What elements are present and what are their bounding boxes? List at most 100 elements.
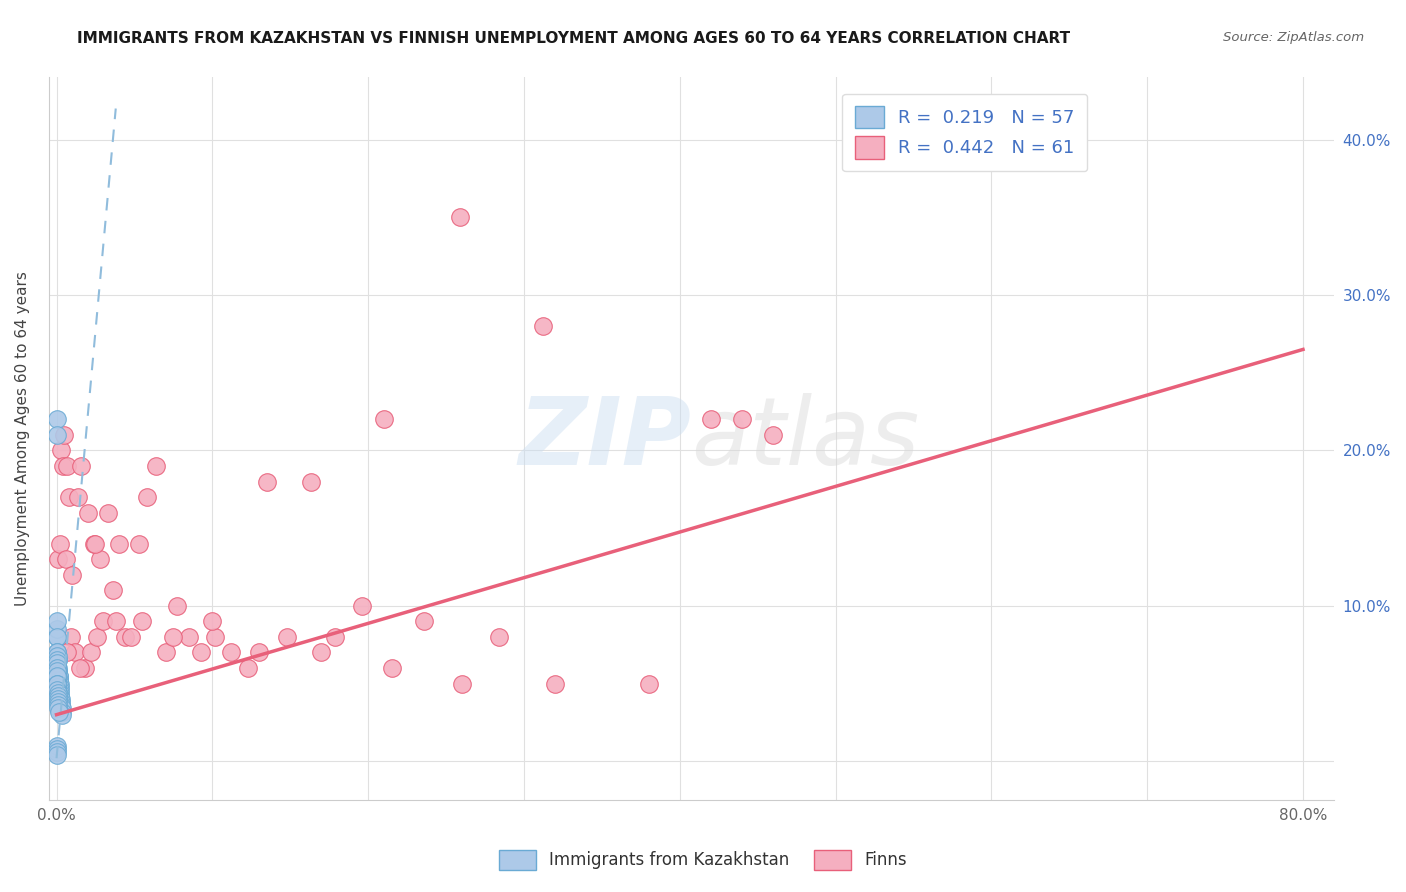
Point xyxy=(46,653,69,667)
Point xyxy=(48,676,70,690)
Point xyxy=(762,428,785,442)
Point xyxy=(69,661,91,675)
Point xyxy=(51,698,73,713)
Point xyxy=(48,676,70,690)
Point xyxy=(70,458,93,473)
Point xyxy=(73,661,96,675)
Point xyxy=(49,692,72,706)
Point xyxy=(45,412,67,426)
Point xyxy=(67,490,90,504)
Point xyxy=(83,537,105,551)
Point xyxy=(46,630,69,644)
Point xyxy=(177,630,200,644)
Point xyxy=(731,412,754,426)
Point xyxy=(219,645,242,659)
Point xyxy=(45,669,67,683)
Point xyxy=(46,676,69,690)
Point xyxy=(51,443,73,458)
Point xyxy=(46,664,69,678)
Point xyxy=(449,211,471,225)
Point xyxy=(48,664,70,678)
Point xyxy=(46,698,69,713)
Point xyxy=(155,645,177,659)
Text: atlas: atlas xyxy=(692,393,920,484)
Point xyxy=(59,630,82,644)
Point xyxy=(46,669,69,683)
Point xyxy=(299,475,322,489)
Point xyxy=(89,552,111,566)
Point xyxy=(48,673,70,688)
Point xyxy=(190,645,212,659)
Point xyxy=(49,689,72,703)
Point xyxy=(45,673,67,688)
Point xyxy=(46,661,69,675)
Point xyxy=(46,745,69,759)
Point xyxy=(46,645,69,659)
Point xyxy=(247,645,270,659)
Point xyxy=(55,552,77,566)
Point xyxy=(48,680,70,694)
Point xyxy=(373,412,395,426)
Point xyxy=(48,705,70,719)
Point xyxy=(46,552,69,566)
Text: ZIP: ZIP xyxy=(519,392,692,484)
Point xyxy=(201,615,224,629)
Point xyxy=(46,428,69,442)
Point xyxy=(91,615,114,629)
Point xyxy=(58,490,80,504)
Point xyxy=(51,707,73,722)
Point xyxy=(488,630,510,644)
Point xyxy=(637,676,659,690)
Point xyxy=(46,695,69,709)
Point xyxy=(46,742,69,756)
Point xyxy=(108,537,131,551)
Point xyxy=(80,645,103,659)
Point xyxy=(162,630,184,644)
Point xyxy=(311,645,333,659)
Point xyxy=(48,669,70,683)
Point xyxy=(45,657,67,671)
Point xyxy=(114,630,136,644)
Point xyxy=(46,676,69,690)
Point xyxy=(51,705,73,719)
Point xyxy=(46,689,69,703)
Point xyxy=(53,428,76,442)
Point xyxy=(49,695,72,709)
Point xyxy=(204,630,226,644)
Point xyxy=(46,739,69,753)
Point xyxy=(46,653,69,667)
Point xyxy=(166,599,188,613)
Text: IMMIGRANTS FROM KAZAKHSTAN VS FINNISH UNEMPLOYMENT AMONG AGES 60 TO 64 YEARS COR: IMMIGRANTS FROM KAZAKHSTAN VS FINNISH UN… xyxy=(77,31,1070,46)
Point xyxy=(60,567,83,582)
Point xyxy=(52,458,75,473)
Point xyxy=(135,490,157,504)
Point xyxy=(51,701,73,715)
Point xyxy=(86,630,108,644)
Point xyxy=(46,664,69,678)
Point xyxy=(450,676,472,690)
Point xyxy=(413,615,436,629)
Point xyxy=(45,747,67,762)
Legend: R =  0.219   N = 57, R =  0.442   N = 61: R = 0.219 N = 57, R = 0.442 N = 61 xyxy=(842,94,1087,171)
Point xyxy=(48,537,70,551)
Point xyxy=(49,686,72,700)
Point xyxy=(131,615,153,629)
Point xyxy=(46,686,69,700)
Point xyxy=(46,615,69,629)
Point xyxy=(46,670,69,684)
Point xyxy=(76,506,98,520)
Point xyxy=(256,475,278,489)
Point xyxy=(325,630,347,644)
Point xyxy=(45,661,67,675)
Point xyxy=(45,648,67,663)
Point xyxy=(65,645,87,659)
Point xyxy=(46,648,69,663)
Text: Source: ZipAtlas.com: Source: ZipAtlas.com xyxy=(1223,31,1364,45)
Point xyxy=(45,645,67,659)
Point xyxy=(46,682,69,697)
Point xyxy=(46,622,69,636)
Y-axis label: Unemployment Among Ages 60 to 64 years: Unemployment Among Ages 60 to 64 years xyxy=(15,271,30,607)
Point xyxy=(48,701,70,715)
Point xyxy=(380,661,402,675)
Point xyxy=(46,630,69,644)
